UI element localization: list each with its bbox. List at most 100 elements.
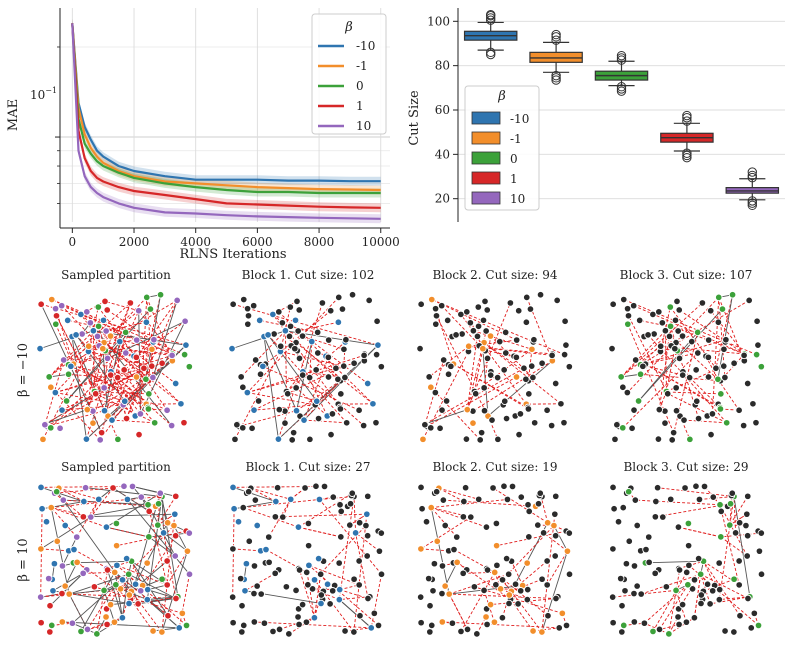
cut-edge xyxy=(76,561,131,600)
graph-node xyxy=(374,341,382,349)
graph-node xyxy=(716,500,724,509)
graph-node xyxy=(666,303,675,311)
graph-node xyxy=(99,344,107,353)
cut-edge xyxy=(645,363,721,408)
graph-node xyxy=(498,613,507,622)
graph-node xyxy=(682,568,691,577)
graph-node xyxy=(655,308,663,316)
graph-node xyxy=(674,523,683,531)
graph-node xyxy=(182,621,191,630)
graph-node xyxy=(514,600,522,608)
graph-node xyxy=(492,541,501,550)
graph-node xyxy=(715,293,723,302)
graph-node xyxy=(431,304,440,313)
graph-node xyxy=(424,574,433,583)
graph-node xyxy=(511,580,520,588)
graph-node xyxy=(459,513,468,521)
line-chart-series-0 xyxy=(71,23,381,195)
cut-edge xyxy=(61,365,152,411)
graph-node xyxy=(490,618,499,626)
graph-node xyxy=(348,291,357,299)
graph-node xyxy=(618,628,626,636)
graph-node xyxy=(73,533,81,541)
internal-edge xyxy=(40,516,92,550)
internal-edge xyxy=(263,336,297,411)
graph-node xyxy=(363,552,371,560)
graph-node xyxy=(754,341,762,349)
cut-edge xyxy=(645,363,721,410)
graph-node xyxy=(308,585,317,593)
box--1 xyxy=(529,29,583,85)
graph-node xyxy=(102,613,110,621)
graph-node xyxy=(659,513,667,521)
graph-node xyxy=(87,513,95,521)
box-outlier xyxy=(551,75,561,85)
cut-edge xyxy=(533,627,560,632)
internal-edge xyxy=(85,487,163,497)
graph-node xyxy=(302,568,311,577)
internal-edge xyxy=(72,584,117,624)
cut-edge xyxy=(94,348,104,392)
graph-node xyxy=(36,593,45,601)
cut-edge xyxy=(70,365,168,411)
graph-node xyxy=(316,570,325,578)
cut-edge xyxy=(652,623,680,632)
graph-node xyxy=(163,557,171,565)
graph-node xyxy=(675,566,684,574)
graph-node xyxy=(477,428,486,437)
graph-node xyxy=(730,359,738,368)
graph-node xyxy=(458,330,466,338)
cut-edge xyxy=(92,330,95,392)
graph-node xyxy=(512,373,521,381)
panel-title-r1-block2: Block 2. Cut size: 94 xyxy=(432,268,557,282)
graph-node xyxy=(72,331,80,339)
graph-node xyxy=(645,533,653,541)
graph-node xyxy=(183,547,192,555)
graph-node xyxy=(483,620,491,629)
graph-node xyxy=(93,630,101,638)
graph-node xyxy=(501,328,510,337)
graph-node xyxy=(158,575,166,583)
cut-edge xyxy=(449,593,556,599)
line-chart-x-tick-label: 6000 xyxy=(242,235,273,249)
graph-node xyxy=(669,428,678,437)
graph-node xyxy=(373,317,381,326)
box-chart-y-ticks: 20 40 60 80 100 xyxy=(427,14,458,206)
graph-node xyxy=(516,410,525,418)
graph-node xyxy=(661,419,669,427)
graph-node xyxy=(116,585,125,593)
graph-node xyxy=(524,405,533,413)
graph-node xyxy=(503,495,512,504)
graph-node xyxy=(158,628,166,636)
internal-edge xyxy=(71,336,87,440)
cut-edge xyxy=(44,359,65,424)
line-chart-legend-label-0: 0 xyxy=(356,79,364,93)
graph-node xyxy=(538,575,546,583)
graph-node xyxy=(618,602,626,610)
cut-edge xyxy=(449,573,509,595)
graph-node xyxy=(444,370,453,379)
graph-node xyxy=(508,482,517,491)
cut-edge xyxy=(88,345,173,356)
cut-edge xyxy=(703,578,735,592)
cut-edge xyxy=(104,380,149,412)
graph-node xyxy=(257,590,265,598)
graph-node xyxy=(320,482,329,491)
graph-node xyxy=(438,406,446,414)
internal-edge xyxy=(487,360,553,417)
graph-node xyxy=(164,612,172,620)
box-outlier xyxy=(682,110,692,121)
graph-node xyxy=(438,562,447,570)
cut-edge xyxy=(456,561,511,600)
graph-node xyxy=(295,566,304,574)
graph-node xyxy=(121,397,129,406)
graph-node xyxy=(269,627,277,636)
graph-node xyxy=(337,390,345,398)
cut-edge xyxy=(308,564,360,586)
internal-edge xyxy=(138,598,177,605)
graph-node xyxy=(256,370,265,379)
graph-node xyxy=(53,537,62,545)
graph-node xyxy=(243,304,252,313)
box-outlier xyxy=(682,150,692,161)
